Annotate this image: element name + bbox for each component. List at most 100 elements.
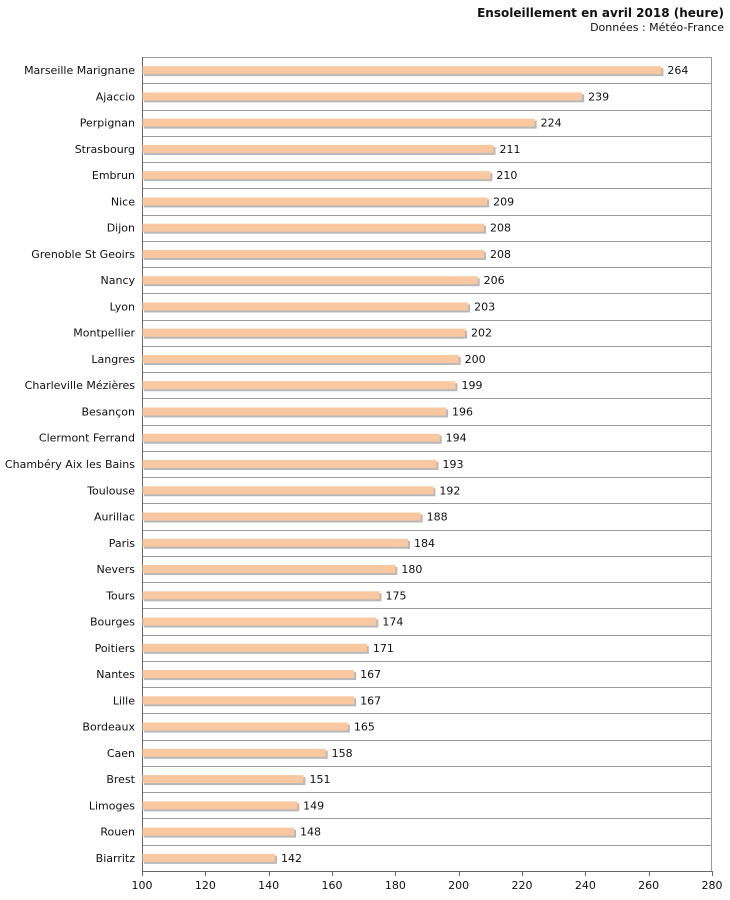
data-label: 264 <box>667 64 688 77</box>
category-label: Perpignan <box>80 117 135 130</box>
data-label: 193 <box>443 458 464 471</box>
category-label: Rouen <box>100 826 135 839</box>
category-label: Paris <box>109 537 135 550</box>
category-label: Embrun <box>92 169 135 182</box>
bar <box>142 775 304 784</box>
category-label: Nevers <box>96 563 135 576</box>
data-label: 206 <box>484 274 505 287</box>
bar <box>142 223 484 232</box>
bar <box>142 433 440 442</box>
category-label: Nantes <box>96 668 135 681</box>
bar <box>142 565 396 574</box>
category-label: Clermont Ferrand <box>39 432 135 445</box>
bar <box>142 144 494 153</box>
data-label: 174 <box>382 616 403 629</box>
bar <box>142 328 465 337</box>
category-label: Langres <box>91 353 135 366</box>
x-tick-label: 180 <box>385 879 406 892</box>
bar <box>142 853 275 862</box>
bar <box>142 722 348 731</box>
bar <box>142 118 535 127</box>
bar <box>142 249 484 258</box>
data-label: 196 <box>452 405 473 418</box>
data-label: 148 <box>300 826 321 839</box>
data-label: 171 <box>373 642 394 655</box>
data-label: 208 <box>490 248 511 261</box>
bar <box>142 538 408 547</box>
data-label: 203 <box>474 300 495 313</box>
category-label: Bourges <box>90 616 135 629</box>
data-label: 175 <box>386 589 407 602</box>
x-tick-label: 100 <box>132 879 153 892</box>
category-label: Chambéry Aix les Bains <box>5 458 135 471</box>
bar <box>142 486 434 495</box>
x-tick-label: 240 <box>575 879 596 892</box>
data-label: 199 <box>462 379 483 392</box>
x-tick-label: 200 <box>448 879 469 892</box>
x-tick-label: 140 <box>258 879 279 892</box>
data-label: 224 <box>541 117 562 130</box>
category-label: Limoges <box>89 799 135 812</box>
category-label: Dijon <box>107 222 135 235</box>
category-label: Strasbourg <box>75 143 135 156</box>
category-label: Caen <box>107 747 135 760</box>
bar <box>142 197 488 206</box>
bar <box>142 670 355 679</box>
data-label: 158 <box>332 747 353 760</box>
bar <box>142 92 583 101</box>
data-label: 142 <box>281 852 302 865</box>
category-label: Biarritz <box>96 852 136 865</box>
data-label: 149 <box>303 799 324 812</box>
chart-subtitle: Données : Météo-France <box>590 21 724 34</box>
category-label: Nancy <box>101 274 136 287</box>
bar <box>142 354 459 363</box>
category-label: Montpellier <box>73 327 135 340</box>
data-label: 167 <box>360 694 381 707</box>
data-label: 208 <box>490 222 511 235</box>
data-label: 167 <box>360 668 381 681</box>
data-label: 200 <box>465 353 486 366</box>
category-label: Marseille Marignane <box>24 64 135 77</box>
chart-title-block: Ensoleillement en avril 2018 (heure) Don… <box>477 6 724 35</box>
bar <box>142 171 491 180</box>
x-tick-label: 220 <box>512 879 533 892</box>
bar <box>142 643 367 652</box>
chart-title: Ensoleillement en avril 2018 (heure) <box>477 6 724 20</box>
bar <box>142 591 380 600</box>
bar <box>142 276 478 285</box>
category-label: Charleville Mézières <box>25 379 136 392</box>
data-label: 194 <box>446 432 467 445</box>
category-label: Grenoble St Geoirs <box>31 248 135 261</box>
bar <box>142 407 446 416</box>
category-label: Lyon <box>110 300 135 313</box>
bar <box>142 302 469 311</box>
category-label: Besançon <box>81 405 135 418</box>
data-label: 165 <box>354 721 375 734</box>
data-label: 192 <box>439 484 460 497</box>
bar <box>142 801 298 810</box>
bar <box>142 66 662 75</box>
bar <box>142 381 456 390</box>
category-label: Ajaccio <box>96 90 135 103</box>
bar <box>142 696 355 705</box>
data-label: 209 <box>493 195 514 208</box>
category-label: Bordeaux <box>82 721 135 734</box>
category-label: Nice <box>111 195 135 208</box>
category-label: Tours <box>105 589 135 602</box>
category-label: Aurillac <box>94 511 135 524</box>
data-label: 188 <box>427 511 448 524</box>
category-label: Brest <box>106 773 135 786</box>
x-tick-label: 120 <box>195 879 216 892</box>
x-tick-label: 280 <box>702 879 723 892</box>
data-label: 151 <box>310 773 331 786</box>
bar <box>142 748 326 757</box>
x-tick-label: 260 <box>638 879 659 892</box>
category-label: Poitiers <box>95 642 136 655</box>
bar <box>142 617 377 626</box>
data-label: 184 <box>414 537 435 550</box>
data-label: 211 <box>500 143 521 156</box>
bar <box>142 827 294 836</box>
data-label: 210 <box>496 169 517 182</box>
data-label: 202 <box>471 327 492 340</box>
data-label: 239 <box>588 90 609 103</box>
